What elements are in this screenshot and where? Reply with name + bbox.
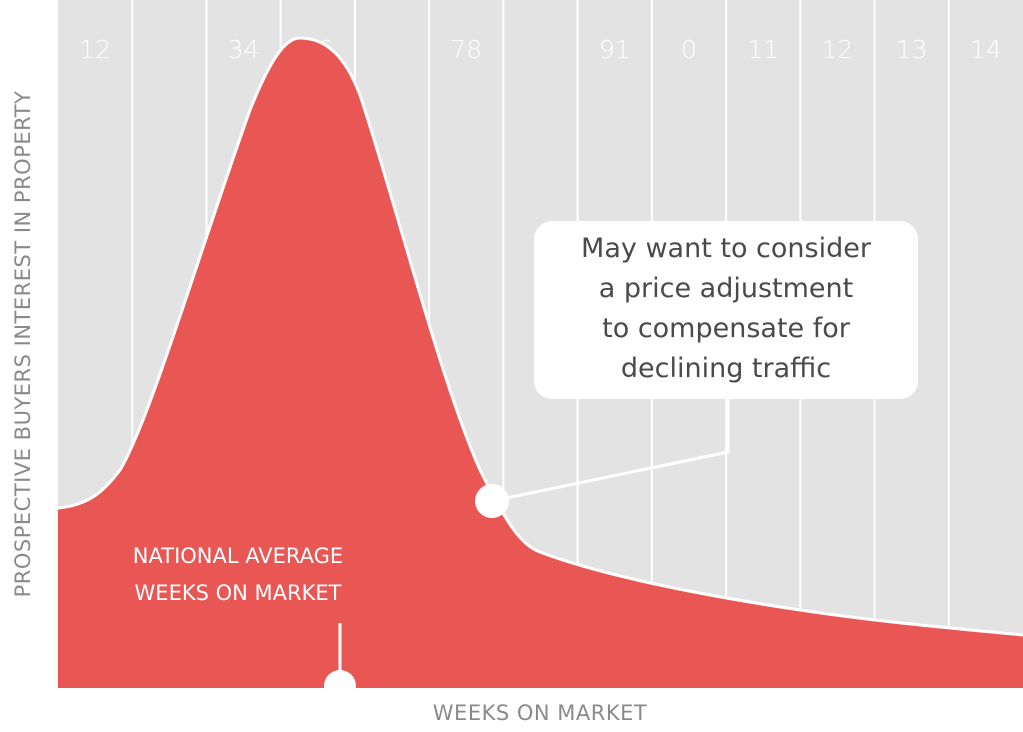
column-tick-label: 91 (599, 35, 631, 64)
column-tick-label: 34 (228, 35, 260, 64)
x-axis-label: WEEKS ON MARKET (433, 701, 647, 725)
interest-curve (57, 36, 1023, 637)
callout-line2: a price adjustment (599, 273, 853, 304)
column-tick-label: 12 (79, 35, 111, 64)
callout-line1: May want to consider (581, 233, 872, 264)
national-average-line1: NATIONAL AVERAGE (133, 544, 343, 568)
column-tick-label: 14 (970, 35, 1002, 64)
column-tick-label: 13 (896, 35, 928, 64)
column-tick-label: 11 (747, 35, 779, 64)
y-axis-label: PROSPECTIVE BUYERS INTEREST IN PROPERTY (11, 91, 35, 598)
column-tick-label: 0 (681, 35, 697, 64)
callout-line4: declining traffic (621, 353, 831, 384)
callout-pointer (491, 395, 730, 503)
national-average-line2: WEEKS ON MARKET (135, 581, 342, 605)
callout-line3: to compensate for (602, 313, 851, 344)
callout-box (534, 221, 918, 399)
national-average-marker (324, 670, 356, 702)
interest-area (58, 38, 1023, 688)
column-tick-label: 78 (450, 35, 482, 64)
callout-marker (475, 484, 509, 518)
column-tick-label: 12 (822, 35, 854, 64)
